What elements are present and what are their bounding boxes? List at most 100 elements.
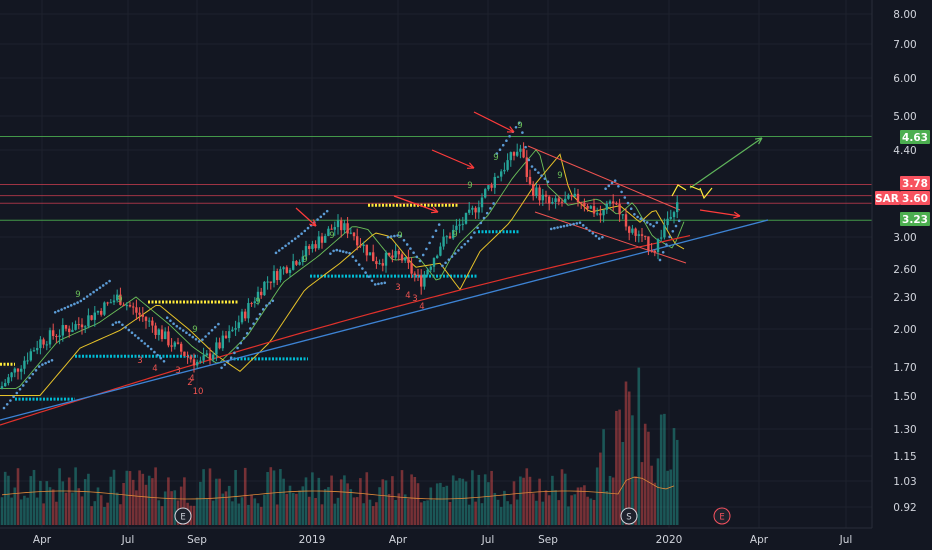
price-axis-label: 3.00 [893, 232, 916, 244]
price-axis[interactable]: 8.00 7.00 6.00 5.00 4.40 3.00 2.60 2.30 2.00 1.70… [893, 9, 916, 514]
sar-dot [345, 251, 348, 254]
candle-body [135, 307, 138, 313]
sar-dot [223, 363, 227, 366]
volume-bar [272, 470, 276, 525]
sar-dot [98, 286, 102, 289]
sar-dot [338, 249, 342, 253]
candle-body [128, 305, 132, 307]
sar-dot [73, 302, 76, 306]
candle-body [548, 196, 551, 204]
td-count-label: 4 [419, 302, 424, 312]
sar-dot [431, 235, 435, 239]
sar-dot [197, 340, 201, 343]
volume-bar [631, 415, 634, 525]
event-marker-earnings-upcoming[interactable]: E [713, 507, 731, 525]
candle-body [301, 256, 304, 263]
volume-bar [362, 503, 365, 525]
time-axis[interactable]: Apr Jul Sep 2019 Apr Jul Sep 2020 Apr Jul [33, 534, 852, 546]
sar-dot [633, 212, 636, 216]
sar-dot [370, 279, 374, 282]
time-axis-panel[interactable] [0, 528, 932, 550]
candle-body [512, 152, 516, 156]
event-marker-earnings[interactable]: E [174, 507, 192, 525]
sar-dot [479, 221, 483, 225]
event-marker-label: S [626, 513, 631, 523]
sar-dot [610, 181, 614, 185]
volume-bar [298, 490, 301, 525]
candle-body [61, 325, 64, 336]
volume-bar [413, 476, 417, 525]
volume-bar [247, 504, 250, 525]
candle-body [666, 218, 669, 226]
sar-dot [492, 202, 495, 205]
sar-dot [117, 320, 121, 324]
td-count-label: 9 [255, 297, 260, 307]
sar-dot [159, 356, 163, 360]
candle-body [276, 271, 279, 281]
indicator-tag-box [875, 191, 900, 205]
sar-dot [316, 218, 319, 221]
volume-bar [202, 469, 205, 525]
sar-dot [620, 190, 623, 194]
volume-bar [240, 497, 244, 525]
sar-dot [25, 380, 28, 383]
candle-body [132, 306, 135, 308]
candle-body [631, 228, 634, 233]
sar-dot [377, 282, 380, 286]
price-axis-label: 2.60 [893, 264, 916, 276]
sar-dot [245, 332, 249, 335]
candle-body [170, 345, 173, 347]
td-count-label: 9 [493, 153, 498, 163]
candle-body [448, 236, 452, 239]
volume-bar [474, 501, 477, 525]
candle-body [605, 203, 608, 210]
volume-bar [48, 487, 52, 525]
candle-body [228, 331, 231, 339]
volume-bar [522, 477, 525, 525]
sar-dot [9, 399, 12, 402]
candle-body [394, 250, 397, 258]
indicator-tag-label: SAR [875, 193, 899, 205]
candle-body [20, 368, 23, 372]
candle-body [298, 262, 301, 265]
volume-bar [467, 504, 471, 525]
volume-bar [519, 476, 522, 525]
sar-dot [332, 249, 335, 253]
annotation-arrow-head [733, 211, 741, 219]
volume-bar [647, 431, 650, 525]
volume-bar [458, 478, 461, 525]
sar-dot [636, 215, 639, 219]
volume-bar [39, 480, 42, 525]
sar-dot [489, 207, 492, 210]
sar-dot [581, 224, 585, 227]
volume-bar [103, 506, 106, 525]
candle-body [535, 187, 538, 196]
candle-body [208, 353, 212, 360]
candle-body [304, 246, 308, 257]
sar-dot [41, 363, 44, 366]
volume-bar [301, 486, 305, 525]
volume-bar [512, 481, 516, 525]
price-axis-label: 1.03 [893, 476, 916, 488]
candle-body [602, 209, 605, 216]
sar-dot [300, 232, 303, 236]
sar-dot [255, 317, 259, 321]
sar-dot [393, 234, 396, 238]
volume-bar [263, 494, 266, 525]
sar-dot [508, 134, 511, 138]
candle-body [624, 214, 628, 227]
volume-bar [496, 499, 500, 525]
sar-dot [201, 338, 204, 341]
volume-bar [592, 499, 596, 525]
volume-bar [16, 468, 20, 525]
volume-bar [528, 476, 532, 525]
event-marker-split[interactable]: S [620, 507, 638, 525]
candle-body [160, 329, 164, 339]
volume-bar [490, 470, 493, 525]
price-axis-panel[interactable] [872, 0, 932, 528]
trendlines [0, 145, 769, 421]
sar-dot [76, 301, 79, 304]
sar-dot [380, 282, 383, 285]
